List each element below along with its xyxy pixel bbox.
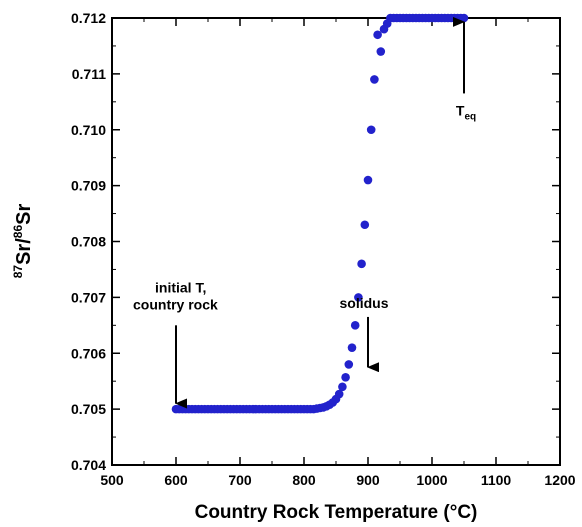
x-tick-label: 1200 xyxy=(544,472,575,488)
y-tick-label: 0.709 xyxy=(71,178,106,194)
data-point xyxy=(376,47,386,56)
data-point xyxy=(370,75,379,84)
y-tick-label: 0.710 xyxy=(71,122,106,138)
data-point xyxy=(341,372,350,382)
y-axis-sup-87: 87 xyxy=(11,265,25,279)
data-point xyxy=(347,343,357,352)
annotation-line: country rock xyxy=(133,296,218,312)
annotation-teq-sub: eq xyxy=(464,111,476,122)
y-tick-label: 0.711 xyxy=(72,66,106,82)
y-tick-label: 0.708 xyxy=(71,234,106,250)
data-point xyxy=(373,30,382,40)
x-tick-label: 500 xyxy=(100,472,124,488)
y-axis-sup-86: 86 xyxy=(11,225,25,239)
data-points xyxy=(171,13,469,414)
data-point xyxy=(360,220,370,230)
y-tick-labels: 0.704 0.705 0.706 0.707 0.708 0.709 0.710 0.711… xyxy=(71,10,106,473)
annotation-initial-t: initial T, country rock xyxy=(133,279,218,312)
data-point xyxy=(459,13,469,23)
x-tick-label: 1100 xyxy=(481,472,512,488)
data-point xyxy=(334,389,344,399)
data-point xyxy=(350,321,360,330)
y-axis-title: 87Sr/86Sr xyxy=(11,204,35,279)
data-point xyxy=(338,382,347,392)
y-tick-label: 0.712 xyxy=(71,10,106,26)
x-axis-title: Country Rock Temperature (°C) xyxy=(195,502,478,523)
x-tick-labels: 500 600 700 800 900 1000 1100 1200 xyxy=(100,472,575,488)
x-tick-label: 800 xyxy=(292,472,316,488)
y-tick-label: 0.704 xyxy=(71,457,106,473)
annotation-teq: Teq xyxy=(456,102,476,122)
y-axis-main-sr: Sr/ xyxy=(13,238,35,265)
annotation-line: initial T, xyxy=(155,279,206,295)
data-point xyxy=(357,259,366,269)
x-tick-label: 600 xyxy=(164,472,188,488)
x-tick-label: 700 xyxy=(228,472,252,488)
y-tick-label: 0.707 xyxy=(71,289,106,305)
y-tick-label: 0.706 xyxy=(71,345,106,361)
data-point xyxy=(363,175,373,185)
data-point xyxy=(344,360,354,369)
data-point xyxy=(366,125,376,135)
y-axis-main-sr2: Sr xyxy=(13,204,35,225)
annotation-solidus: solidus xyxy=(339,295,388,311)
x-tick-label: 900 xyxy=(356,472,380,488)
y-tick-label: 0.705 xyxy=(71,401,106,417)
data-point xyxy=(354,293,363,302)
annotations: initial T, country rock solidus Teq xyxy=(133,16,476,409)
x-tick-label: 1000 xyxy=(416,472,447,488)
annotation-teq-main: T xyxy=(456,102,465,118)
